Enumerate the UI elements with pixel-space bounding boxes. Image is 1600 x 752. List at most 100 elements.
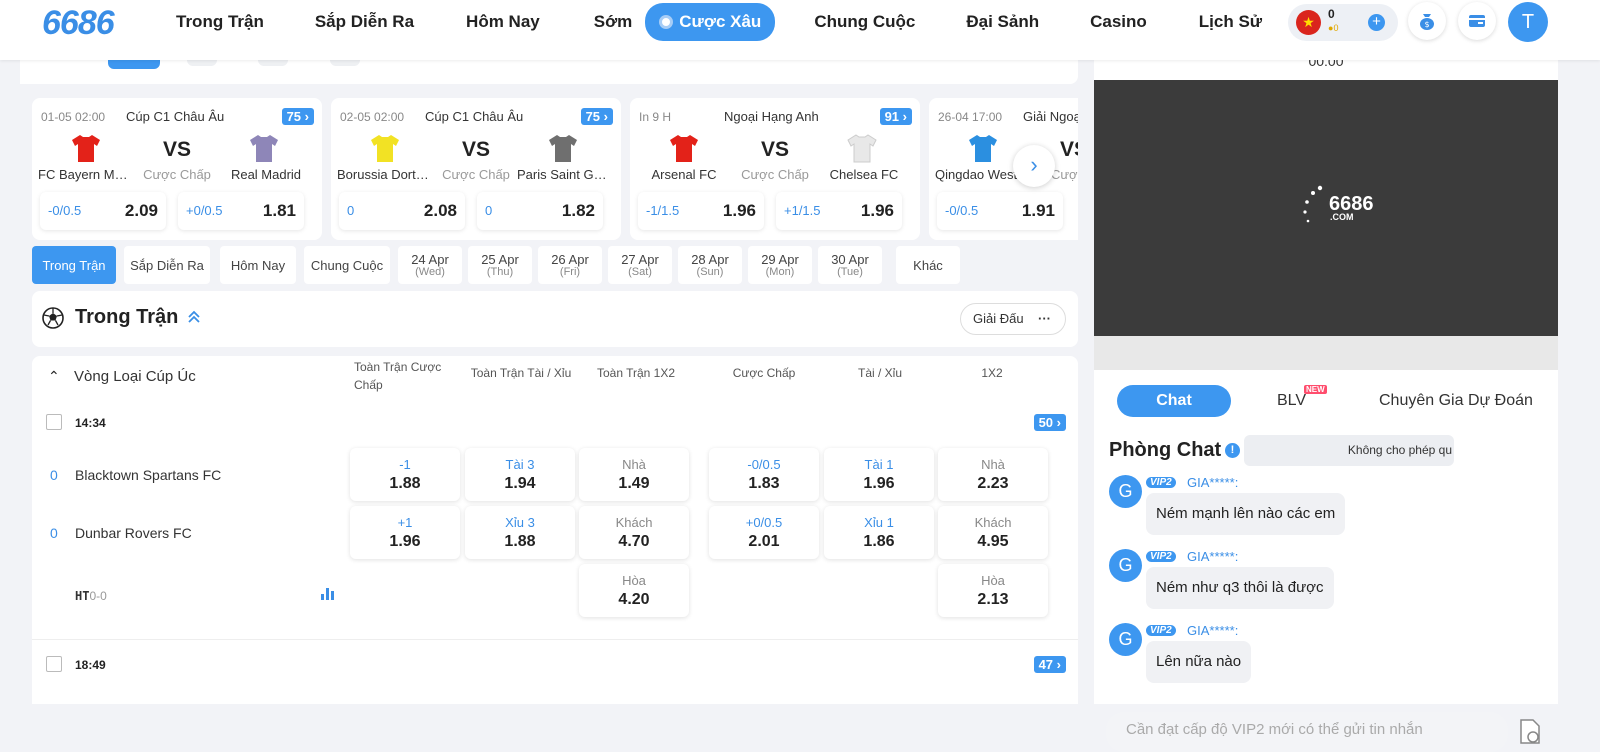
sub-tab-active[interactable] — [108, 60, 160, 69]
home-odd-button[interactable]: -0/0.5 1.91 — [937, 192, 1063, 230]
market-count-badge[interactable]: 75 › — [281, 108, 314, 125]
odd-button[interactable]: +1 1.96 — [350, 506, 460, 559]
away-odd-button[interactable]: +1/1.5 1.96 — [776, 192, 902, 230]
market-count-badge[interactable]: 47 › — [1033, 656, 1066, 673]
coin-icon: ● — [1328, 23, 1334, 33]
balance: 0 — [1328, 7, 1335, 21]
tab-chat[interactable]: Chat — [1117, 385, 1231, 417]
away-team: Paris Saint Germain — [517, 167, 613, 182]
odd-button[interactable]: Hòa 4.20 — [579, 564, 689, 617]
video-controls-bar[interactable] — [1094, 336, 1558, 370]
filter-date[interactable]: 30 Apr (Tue) — [818, 246, 882, 284]
video-player[interactable]: 6686 .COM — [1094, 80, 1558, 336]
market-count-badge[interactable]: 91 › — [879, 108, 912, 125]
odd-label: -0/0.5 — [747, 457, 781, 472]
wallet[interactable]: ★ 0 ●0 + — [1288, 4, 1398, 41]
featured-match-card[interactable]: 01-05 02:00 Cúp C1 Châu Âu 75 › VS FC Ba… — [32, 98, 322, 240]
filter-hom-nay[interactable]: Hôm Nay — [220, 246, 296, 284]
filter-date[interactable]: 28 Apr (Sun) — [678, 246, 742, 284]
filter-date[interactable]: 29 Apr (Mon) — [748, 246, 812, 284]
filter-khac[interactable]: Khác — [896, 246, 960, 284]
nav-cuoc-xau[interactable]: Cược Xâu — [645, 3, 776, 41]
collapse-caret-icon[interactable]: ⌃ — [48, 368, 60, 384]
featured-match-card[interactable]: 02-05 02:00 Cúp C1 Châu Âu 75 › VS Borus… — [331, 98, 621, 240]
chat-message: Ném mạnh lên nào các em — [1146, 493, 1346, 535]
sub-tab[interactable] — [187, 60, 217, 66]
filter-date[interactable]: 24 Apr (Wed) — [398, 246, 462, 284]
away-odd-button[interactable]: 0 1.82 — [477, 192, 603, 230]
home-odd-button[interactable]: -0/0.5 2.09 — [40, 192, 166, 230]
filter-label: Sắp Diễn Ra — [130, 257, 204, 273]
home-odd-button[interactable]: 0 2.08 — [339, 192, 465, 230]
nav-cuoc-xau-label: Cược Xâu — [679, 12, 762, 31]
home-handicap: -1/1.5 — [646, 203, 680, 218]
avatar: G — [1109, 623, 1142, 656]
nav-hom-nay[interactable]: Hôm Nay — [466, 12, 540, 31]
collapse-chevron-icon[interactable] — [186, 309, 202, 325]
nav-lich-su[interactable]: Lịch Sử — [1198, 12, 1263, 31]
league-name: Ngoại Hạng Anh — [724, 109, 819, 124]
market-count-badge[interactable]: 75 › — [580, 108, 613, 125]
nav-chung-cuoc[interactable]: Chung Cuộc — [814, 12, 916, 31]
tab-expert-prediction[interactable]: Chuyên Gia Dự Đoán — [1379, 392, 1533, 409]
featured-match-card[interactable]: 26-04 17:00 Giải Ngoại VS Qingdao West C… — [929, 98, 1078, 240]
top-bar: 6686 Trong Trận Sắp Diễn Ra Hôm Nay Sớm … — [0, 0, 1600, 60]
filter-trong-tran[interactable]: Trong Trận — [32, 246, 116, 284]
chat-message: Lên nữa nào — [1146, 641, 1252, 683]
odd-value: 2.23 — [977, 475, 1009, 492]
section-title: Trong Trận — [75, 306, 179, 328]
info-icon[interactable]: ! — [1225, 443, 1240, 458]
main-nav: Trong Trận Sắp Diễn Ra Hôm Nay Sớm Cược … — [176, 0, 1262, 44]
stats-icon[interactable] — [321, 588, 334, 600]
odd-button[interactable]: -0/0.5 1.83 — [709, 448, 819, 501]
nav-som[interactable]: Sớm — [593, 12, 633, 31]
user-avatar[interactable]: T — [1508, 2, 1548, 42]
odd-button[interactable]: Nhà 1.49 — [579, 448, 689, 501]
away-odd-button[interactable]: +0/0.5 1.81 — [178, 192, 304, 230]
filter-sap-dien-ra[interactable]: Sắp Diễn Ra — [124, 246, 210, 284]
sub-tab[interactable] — [258, 60, 288, 66]
odd-button[interactable]: -1 1.88 — [350, 448, 460, 501]
nav-sap-dien-ra[interactable]: Sắp Diễn Ra — [314, 12, 415, 31]
match-time: 18:49 — [75, 658, 106, 672]
odd-button[interactable]: Khách 4.70 — [579, 506, 689, 559]
site-logo[interactable]: 6686 — [42, 4, 115, 42]
market-count: 75 — [585, 109, 601, 124]
nav-trong-tran[interactable]: Trong Trận — [176, 12, 264, 31]
favorite-checkbox[interactable] — [46, 414, 62, 430]
nav-casino[interactable]: Casino — [1090, 12, 1147, 31]
favorite-checkbox[interactable] — [46, 656, 62, 672]
home-score: 0 — [50, 467, 58, 483]
nav-dai-sanh[interactable]: Đại Sảnh — [966, 12, 1040, 31]
chat-username: GIA*****: — [1187, 549, 1239, 564]
avatar: G — [1109, 475, 1142, 508]
card-icon[interactable] — [1458, 2, 1496, 40]
filter-chung-cuoc[interactable]: Chung Cuộc — [304, 246, 390, 284]
odd-button[interactable]: Xỉu 1 1.86 — [824, 506, 934, 559]
league-filter-button[interactable]: Giải Đấu ··· — [960, 303, 1066, 335]
chat-input[interactable]: Cần đạt cấp độ VIP2 mới có thể gửi tin n… — [1106, 712, 1508, 752]
filter-date[interactable]: 25 Apr (Thu) — [468, 246, 532, 284]
featured-match-card[interactable]: In 9 H Ngoại Hạng Anh 91 › VS Arsenal FC… — [630, 98, 920, 240]
filter-date[interactable]: 27 Apr (Sat) — [608, 246, 672, 284]
send-icon[interactable] — [1518, 716, 1542, 746]
odd-button[interactable]: Tài 1 1.96 — [824, 448, 934, 501]
vip-badge: VIP2 — [1146, 477, 1176, 488]
filter-date[interactable]: 26 Apr (Fri) — [538, 246, 602, 284]
home-odd-button[interactable]: -1/1.5 1.96 — [638, 192, 764, 230]
odd-button[interactable]: Xỉu 3 1.88 — [465, 506, 575, 559]
away-odd: 1.82 — [561, 201, 595, 220]
tab-blv[interactable]: BLV — [1277, 392, 1307, 409]
odd-button[interactable]: Nhà 2.23 — [938, 448, 1048, 501]
odd-button[interactable]: Hòa 2.13 — [938, 564, 1048, 617]
carousel-next-button[interactable]: › — [1013, 145, 1055, 187]
away-score: 0 — [50, 525, 58, 541]
odd-button[interactable]: +0/0.5 2.01 — [709, 506, 819, 559]
deposit-plus-icon[interactable]: + — [1368, 14, 1385, 31]
market-count-badge[interactable]: 50 › — [1033, 414, 1066, 431]
vs-label: VS — [1059, 138, 1078, 161]
odd-button[interactable]: Tài 3 1.94 — [465, 448, 575, 501]
money-bag-icon[interactable]: $ — [1408, 2, 1446, 40]
sub-tab[interactable] — [330, 60, 360, 66]
odd-button[interactable]: Khách 4.95 — [938, 506, 1048, 559]
